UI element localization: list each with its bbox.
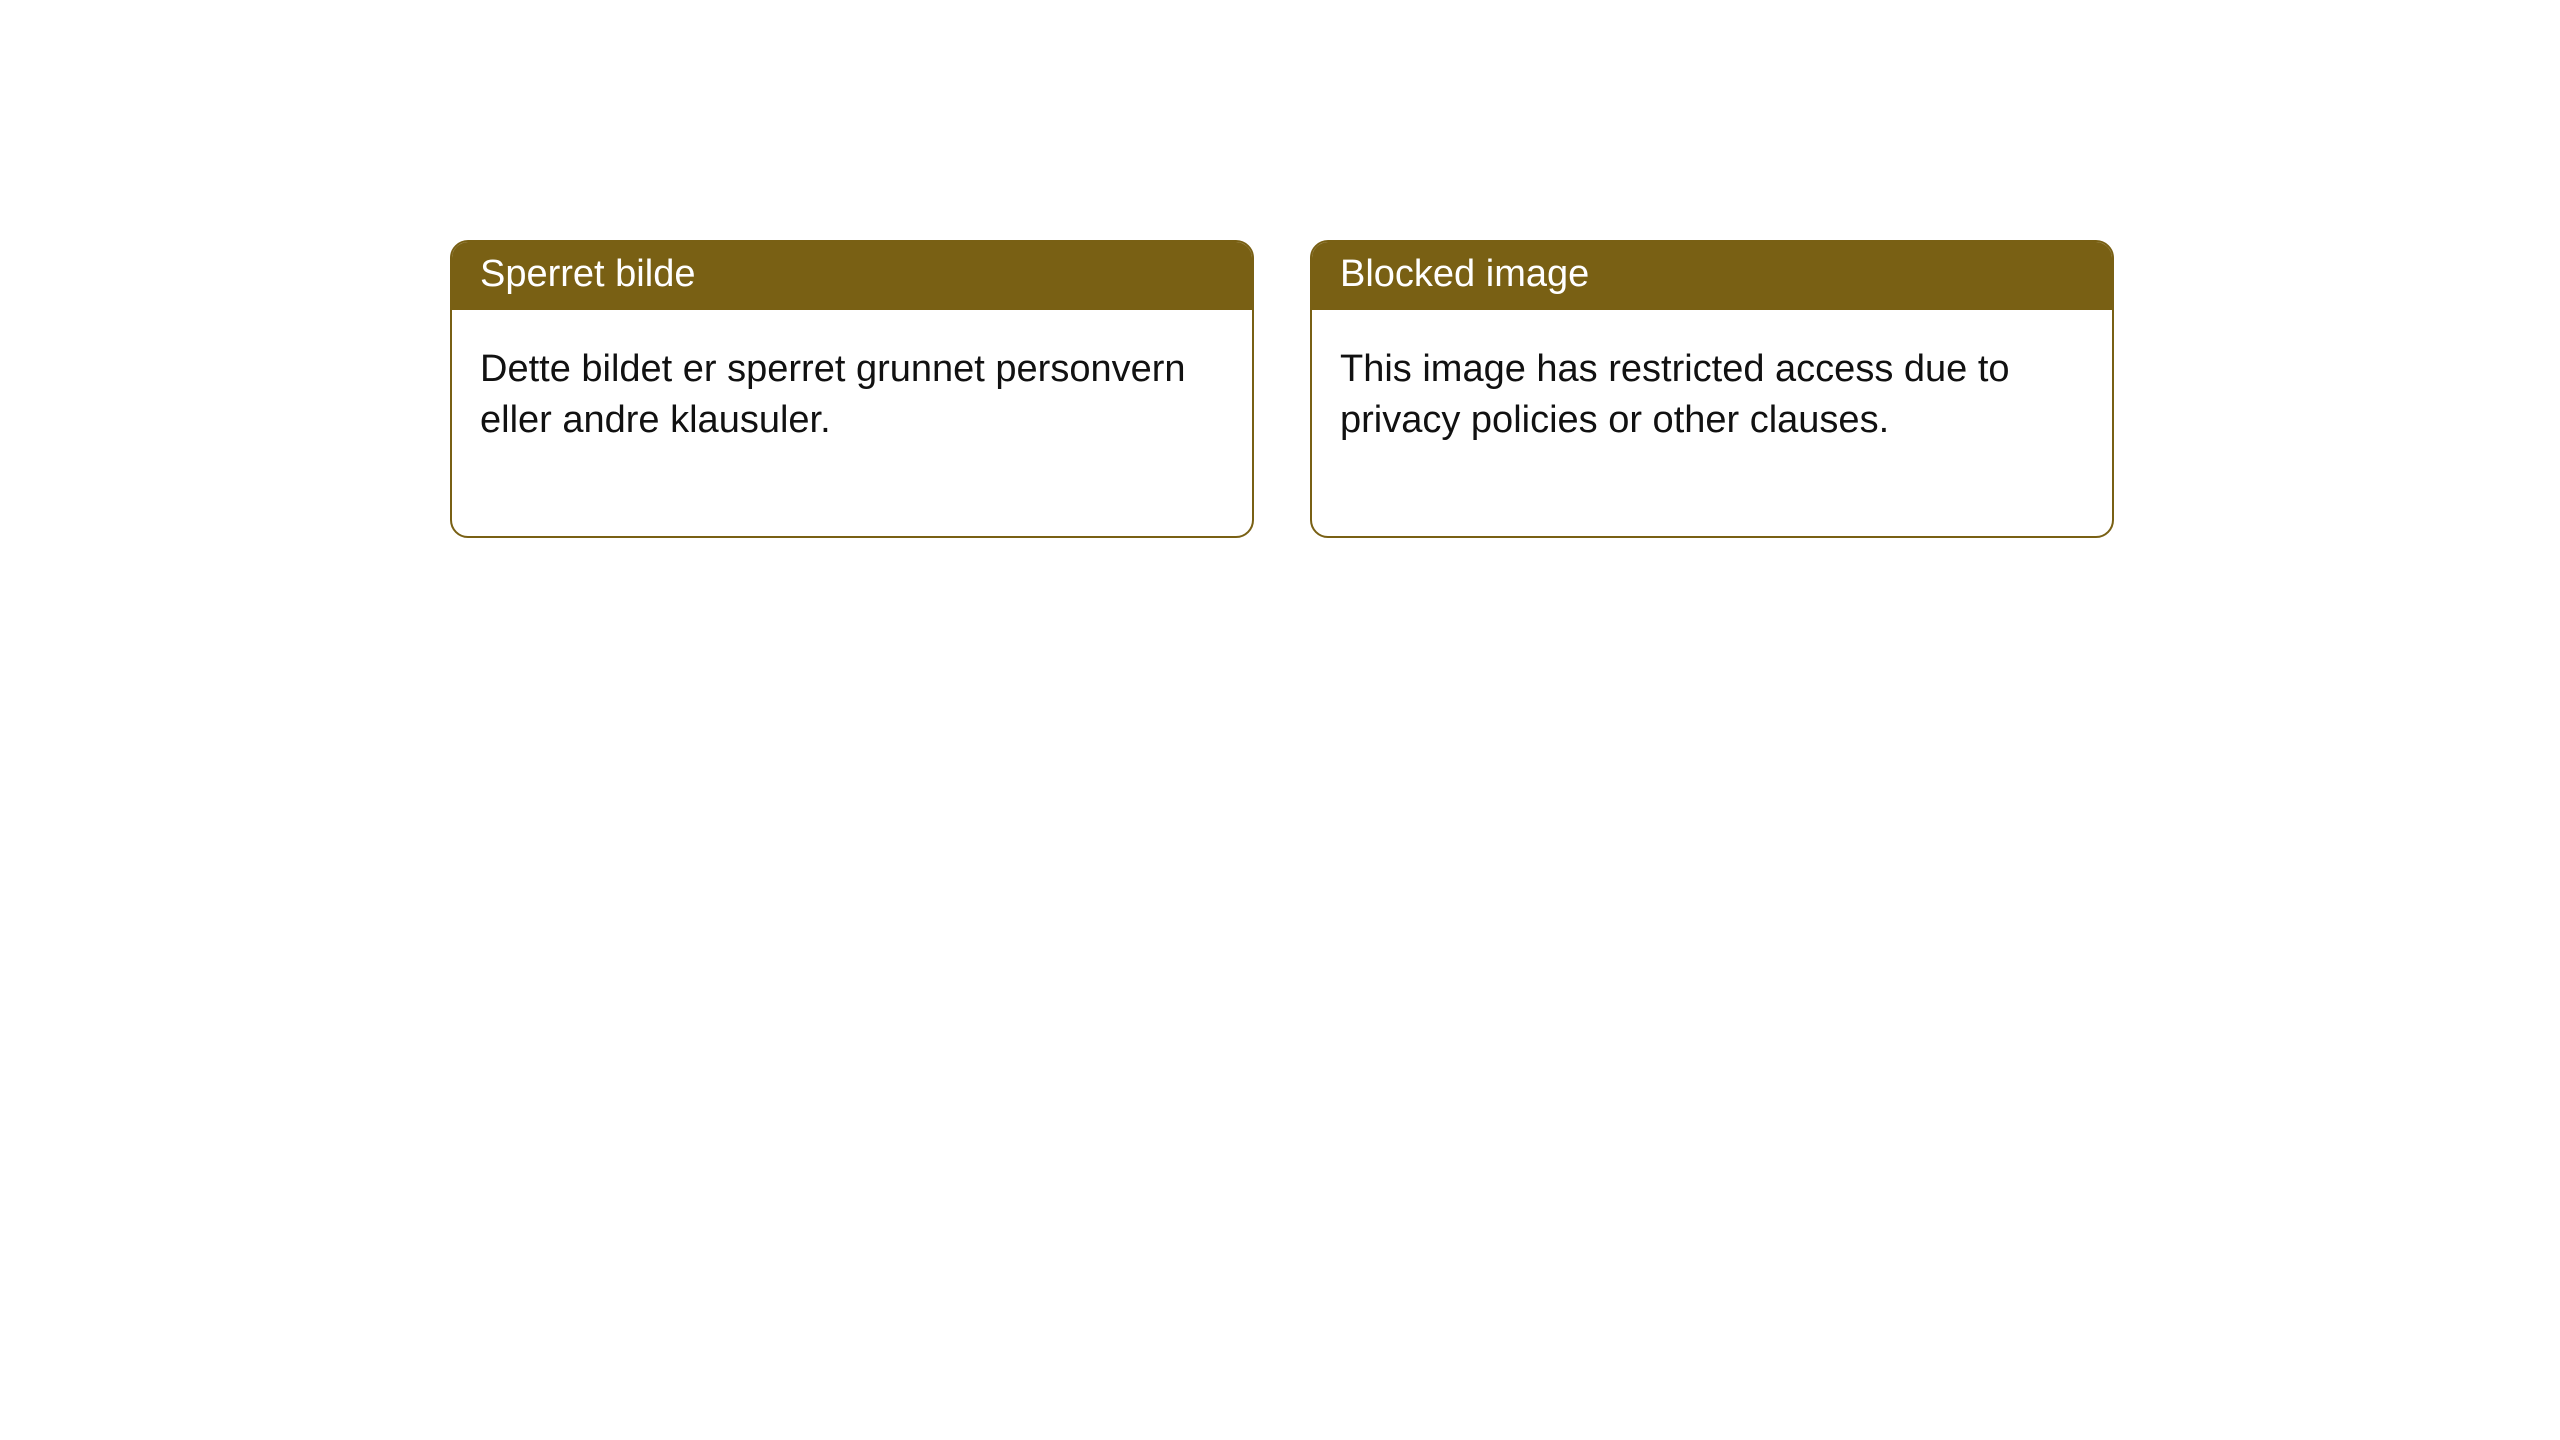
notice-title-norwegian: Sperret bilde (452, 242, 1252, 310)
notice-body-english: This image has restricted access due to … (1312, 310, 2112, 537)
notice-card-english: Blocked image This image has restricted … (1310, 240, 2114, 538)
notice-card-norwegian: Sperret bilde Dette bildet er sperret gr… (450, 240, 1254, 538)
notice-title-english: Blocked image (1312, 242, 2112, 310)
notice-body-norwegian: Dette bildet er sperret grunnet personve… (452, 310, 1252, 537)
notices-row: Sperret bilde Dette bildet er sperret gr… (0, 0, 2560, 538)
